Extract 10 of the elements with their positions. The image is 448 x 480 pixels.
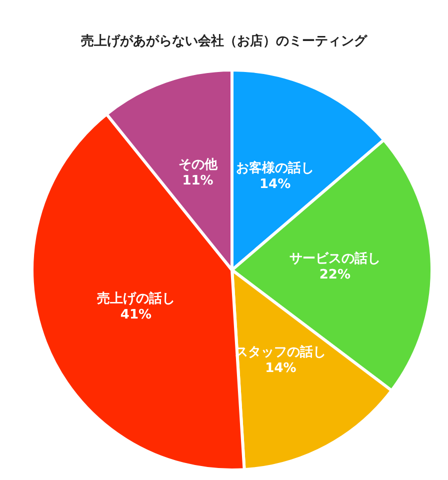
data-label: 41% [120, 308, 152, 323]
data-label: 14% [265, 361, 296, 376]
slice-label: 売上げの話し [96, 290, 175, 307]
slice-label: お客様の話し [236, 160, 314, 176]
data-label: 22% [319, 267, 351, 282]
chart-title: 売上げがあがらない会社（お店）のミーティング [81, 33, 368, 49]
slice-label: サービスの話し [289, 250, 380, 266]
data-label: 14% [259, 176, 291, 192]
slice-label: その他 [178, 157, 218, 172]
data-label: 11% [182, 173, 214, 188]
